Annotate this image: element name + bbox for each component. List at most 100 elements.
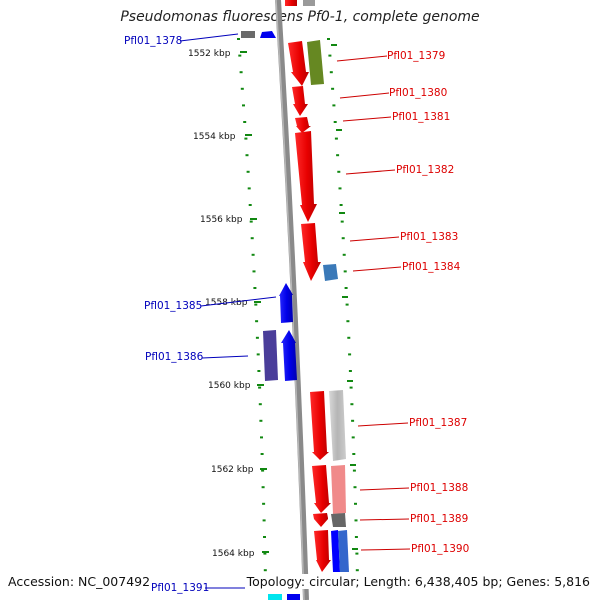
scale-dot	[344, 287, 348, 289]
gene-arrow[interactable]	[312, 465, 331, 513]
scale-dot	[351, 419, 355, 422]
gene-arrow[interactable]	[295, 131, 317, 222]
scale-dot	[250, 237, 254, 240]
gene-label[interactable]: Pfl01_1383	[400, 231, 458, 243]
scale-dot	[354, 502, 357, 505]
kbp-tick	[240, 51, 247, 53]
gene-arrow[interactable]	[279, 283, 293, 323]
scale-dots	[237, 38, 359, 572]
scale-dot	[354, 519, 358, 522]
scale-dot	[342, 253, 346, 256]
scale-dot	[348, 370, 352, 372]
scale-dot	[337, 170, 341, 173]
genome-summary-text: Topology: circular; Length: 6,438,405 bp…	[244, 574, 590, 589]
gene-arrow[interactable]	[263, 330, 278, 381]
kbp-tick	[350, 464, 356, 466]
scale-dot	[336, 154, 340, 157]
scale-dot	[329, 71, 333, 74]
gene-arrow[interactable]	[338, 530, 349, 572]
gene-arrow[interactable]	[287, 594, 300, 600]
gene-label[interactable]: Pfl01_1386	[145, 351, 204, 363]
scale-dot	[251, 253, 255, 256]
scale-dot	[350, 403, 354, 406]
forward-labels: Pfl01_1379 Pfl01_1380 Pfl01_1381 Pfl01_1…	[387, 50, 469, 555]
gene-label[interactable]: Pfl01_1388	[410, 482, 468, 494]
gene-arrow[interactable]	[313, 513, 328, 527]
gene-arrow[interactable]	[268, 594, 282, 600]
scale-dot	[352, 469, 356, 472]
scale-dot	[257, 370, 261, 372]
gene-arrow[interactable]	[329, 390, 346, 461]
scale-dot	[352, 453, 356, 455]
scale-dot	[339, 204, 343, 206]
gene-arrow[interactable]	[307, 40, 324, 85]
map-title: Pseudomonas fluorescens Pf0-1, complete …	[120, 9, 480, 25]
scale-dot	[261, 486, 265, 489]
kbp-label: 1556 kbp	[200, 215, 243, 225]
accession-text: Accession: NC_007492	[8, 574, 151, 589]
gene-arrow[interactable]	[331, 513, 346, 527]
gene-label[interactable]: Pfl01_1379	[387, 50, 445, 62]
scale-dot	[248, 204, 252, 206]
gene-arrow[interactable]	[310, 391, 329, 460]
reverse-labels: Pfl01_1378 Pfl01_1385 Pfl01_1386 Pfl01_1…	[124, 35, 209, 594]
gene-label[interactable]: Pfl01_1382	[396, 164, 454, 176]
scale-dot	[249, 220, 253, 223]
kbp-label: 1560 kbp	[208, 381, 251, 391]
kbp-tick	[336, 129, 342, 131]
gene-label[interactable]: Pfl01_1389	[410, 513, 468, 525]
scale-dot	[239, 71, 243, 74]
gene-label[interactable]: Pfl01_1380	[389, 87, 447, 99]
scale-dot	[333, 121, 337, 123]
gene-label[interactable]: Pfl01_1378	[124, 35, 182, 47]
scale-dot	[258, 386, 262, 389]
scale-dot	[253, 287, 257, 289]
scale-dot	[338, 187, 342, 190]
gene-arrow[interactable]	[281, 330, 297, 381]
kbp-tick	[347, 380, 353, 382]
gene-arrow[interactable]	[288, 41, 309, 86]
kbp-label: 1562 kbp	[211, 465, 254, 475]
gene-arrow[interactable]	[292, 86, 308, 116]
gene-arrow[interactable]	[301, 223, 321, 281]
kbp-tick	[331, 44, 337, 46]
gene-label[interactable]: Pfl01_1385	[144, 300, 202, 312]
scale-dot	[247, 187, 251, 190]
scale-dot	[332, 104, 336, 107]
scale-dot	[260, 436, 263, 439]
scale-dot	[260, 453, 264, 455]
scale-dot	[334, 137, 338, 140]
gene-label[interactable]: Pfl01_1384	[402, 261, 461, 273]
gene-label[interactable]: Pfl01_1381	[392, 111, 450, 123]
top-fragments	[241, 0, 315, 38]
scale-dot	[340, 220, 344, 223]
gene-arrow[interactable]	[323, 264, 338, 281]
gene-label[interactable]: Pfl01_1387	[409, 417, 467, 429]
reverse-genes	[263, 283, 300, 600]
gene-arrow[interactable]	[331, 465, 346, 514]
gene-label[interactable]: Pfl01_1391	[151, 582, 209, 594]
forward-genes	[288, 40, 349, 572]
scale-dot	[254, 303, 258, 306]
gene-arrow[interactable]	[331, 530, 340, 572]
scale-dot	[347, 336, 351, 339]
scale-dot	[252, 270, 256, 273]
kbp-tick	[257, 384, 264, 386]
kbp-tick	[250, 218, 257, 220]
gene-arrow[interactable]	[295, 117, 311, 133]
scale-dot	[327, 38, 330, 40]
kbp-tick	[352, 548, 358, 550]
scale-dot	[341, 237, 345, 240]
kbp-tick	[262, 551, 269, 553]
scale-dot	[354, 536, 358, 538]
scale-dot	[262, 519, 266, 522]
scale-dot	[353, 486, 357, 489]
gene-label[interactable]: Pfl01_1390	[411, 543, 469, 555]
scale-dot	[331, 87, 335, 90]
gene-arrow[interactable]	[314, 530, 331, 572]
scale-dot	[263, 536, 266, 538]
scale-dot	[355, 552, 359, 555]
scale-dot	[262, 502, 266, 505]
scale-dot	[258, 403, 262, 406]
scale-dot	[237, 38, 240, 40]
